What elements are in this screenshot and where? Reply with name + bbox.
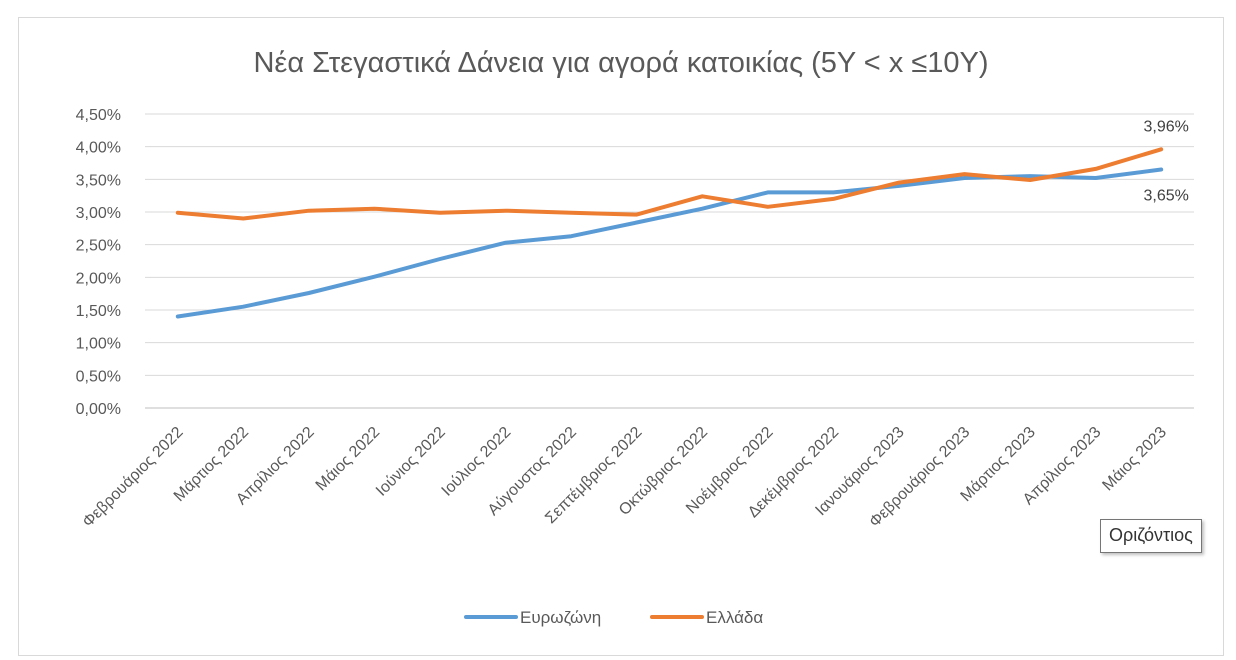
y-tick-label: 3,50% xyxy=(76,172,121,189)
chart-area[interactable] xyxy=(18,17,1224,656)
chart-title: Νέα Στεγαστικά Δάνεια για αγορά κατοικία… xyxy=(253,47,988,79)
data-label: 3,96% xyxy=(1144,118,1189,135)
legend-label: Ευρωζώνη xyxy=(520,608,601,627)
y-tick-label: 1,00% xyxy=(76,336,121,353)
y-tick-label: 0,00% xyxy=(76,401,121,418)
y-tick-label: 2,00% xyxy=(76,270,121,287)
x-tick-label: Μάιος 2023 xyxy=(1099,424,1170,495)
axis-tooltip: Οριζόντιος xyxy=(1100,519,1202,553)
series-line-1[interactable] xyxy=(175,147,1164,221)
y-tick-label: 4,50% xyxy=(76,107,121,124)
y-tick-label: 1,50% xyxy=(76,303,121,320)
legend-label: Ελλάδα xyxy=(706,608,763,627)
y-axis-ticks: 0,00% 0,50% 1,00% 1,50% 2,00% 2,50% 3,00% 3,50%… xyxy=(76,107,121,418)
legend: Ευρωζώνη Ελλάδα xyxy=(464,608,763,627)
x-tick-label: Μάιος 2022 xyxy=(313,424,384,495)
data-label: 3,65% xyxy=(1144,188,1189,205)
series-lines xyxy=(175,147,1164,319)
y-tick-label: 0,50% xyxy=(76,368,121,385)
x-tick-label: Ιούνιος 2022 xyxy=(373,424,449,500)
data-labels: 3,96% 3,65% xyxy=(1144,118,1189,204)
series-line-0[interactable] xyxy=(175,167,1164,319)
y-tick-label: 2,50% xyxy=(76,238,121,255)
y-tick-label: 4,00% xyxy=(76,140,121,157)
y-tick-label: 3,00% xyxy=(76,205,121,222)
gridlines xyxy=(145,113,1194,409)
x-tick-label: Φεβρουάριος 2022 xyxy=(80,424,187,531)
